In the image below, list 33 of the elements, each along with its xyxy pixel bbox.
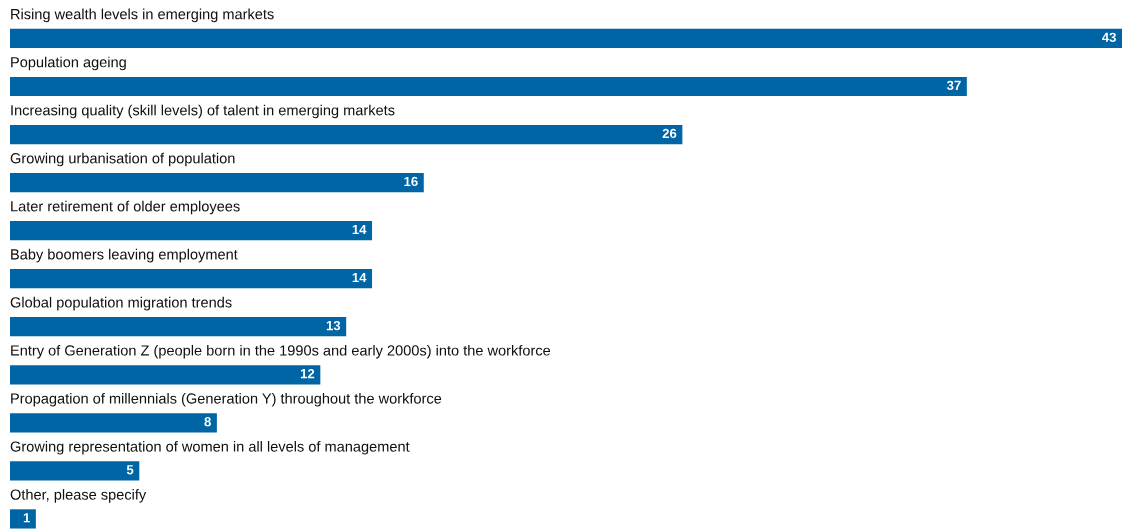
data-label: 8 (204, 417, 211, 427)
data-label: 14 (352, 273, 367, 283)
y-tick-label: Other, please specify (10, 489, 147, 503)
bar (10, 509, 36, 529)
bar (10, 172, 424, 193)
bar (10, 365, 321, 385)
y-tick-label: Increasing quality (skill levels) of talent in emerging markets (11, 104, 395, 119)
bar (10, 269, 373, 289)
data-label: 26 (662, 128, 677, 139)
y-tick-label: Growing representation of women in all levels of management (10, 441, 410, 455)
data-label: 1 (23, 513, 30, 523)
y-tick-label: Population ageing (11, 56, 126, 71)
data-label: 16 (404, 176, 418, 187)
y-tick-label: Propagation of millennials (Generation Y) throughout the workforce (11, 392, 442, 407)
y-tick-label: Global population migration trends (10, 296, 232, 311)
y-tick-label: Growing urbanisation of population (10, 152, 235, 167)
bar (10, 221, 373, 241)
y-tick-label: Entry of Generation Z (people born in the 1990s and early 2000s) into the workforce (11, 344, 551, 359)
data-label: 37 (946, 80, 961, 91)
bar (10, 413, 217, 433)
data-label: 13 (326, 320, 341, 331)
bar (10, 124, 683, 145)
y-tick-label: Rising wealth levels in emerging markets (11, 8, 274, 23)
data-label: 14 (352, 224, 367, 235)
data-label: 12 (300, 368, 315, 379)
bar (10, 76, 967, 97)
y-tick-label: Later retirement of older employees (11, 200, 240, 215)
data-label: 5 (126, 465, 134, 475)
bar (10, 461, 140, 481)
bar (10, 317, 347, 337)
y-tick-label: Baby boomers leaving employment (11, 248, 238, 263)
data-label: 43 (1101, 32, 1116, 42)
bar (10, 28, 1122, 49)
